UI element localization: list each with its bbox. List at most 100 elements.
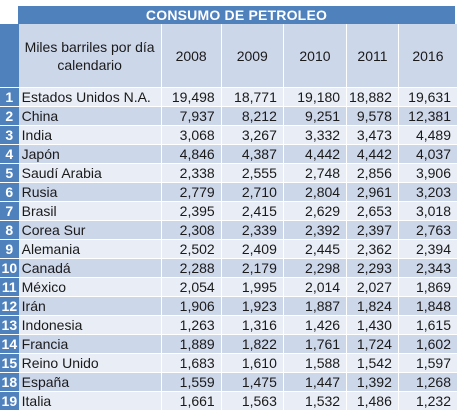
row-rank: 12 (0, 296, 19, 316)
header-index-cell (0, 24, 19, 88)
value-2016: 2,343 (398, 258, 459, 278)
value-2016: 1,268 (398, 372, 459, 392)
table-row: 13 Indonesia 1,263 1,316 1,426 1,430 1,615 (0, 315, 459, 335)
value-2010: 1,426 (283, 315, 348, 335)
country-name: México (18, 277, 162, 297)
value-2008: 19,498 (161, 87, 222, 107)
value-2011: 1,724 (346, 334, 399, 354)
value-2010: 2,298 (283, 258, 348, 278)
value-2008: 2,502 (161, 239, 222, 259)
value-2009: 2,555 (221, 163, 284, 183)
row-rank: 19 (0, 391, 19, 411)
value-2008: 1,889 (161, 334, 222, 354)
value-2010: 2,804 (283, 182, 348, 202)
table-row: 11 México 2,054 1,995 2,014 2,027 1,869 (0, 277, 459, 297)
header-year-2011: 2011 (346, 24, 399, 88)
value-2011: 1,542 (346, 353, 399, 373)
value-2011: 2,362 (346, 239, 399, 259)
value-2010: 3,332 (283, 125, 348, 145)
value-2011: 2,653 (346, 201, 399, 221)
value-2009: 8,212 (221, 106, 284, 126)
row-rank: 6 (0, 182, 19, 202)
value-2016: 4,489 (398, 125, 459, 145)
value-2010: 2,629 (283, 201, 348, 221)
value-2016: 1,869 (398, 277, 459, 297)
row-rank: 2 (0, 106, 19, 126)
value-2009: 1,475 (221, 372, 284, 392)
value-2008: 1,661 (161, 391, 222, 411)
value-2016: 12,381 (398, 106, 459, 126)
row-rank: 7 (0, 201, 19, 221)
value-2008: 7,937 (161, 106, 222, 126)
row-rank: 5 (0, 163, 19, 183)
header-label: Miles barriles por día calendario (18, 24, 162, 88)
value-2016: 1,232 (398, 391, 459, 411)
country-name: Brasil (18, 201, 162, 221)
country-name: Corea Sur (18, 220, 162, 240)
value-2016: 3,906 (398, 163, 459, 183)
table-row: 14 Francia 1,889 1,822 1,761 1,724 1,602 (0, 334, 459, 354)
row-rank: 10 (0, 258, 19, 278)
value-2009: 1,316 (221, 315, 284, 335)
value-2011: 1,824 (346, 296, 399, 316)
country-name: Indonesia (18, 315, 162, 335)
header-row: Miles barriles por día calendario 2008 2… (0, 24, 459, 88)
value-2010: 1,887 (283, 296, 348, 316)
value-2010: 2,445 (283, 239, 348, 259)
table-row: 6 Rusia 2,779 2,710 2,804 2,961 3,203 (0, 182, 459, 202)
table-row: 15 Reino Unido 1,683 1,610 1,588 1,542 1,597 (0, 353, 459, 373)
value-2009: 1,563 (221, 391, 284, 411)
value-2009: 1,822 (221, 334, 284, 354)
country-name: Francia (18, 334, 162, 354)
value-2016: 19,631 (398, 87, 459, 107)
value-2011: 9,578 (346, 106, 399, 126)
row-rank: 18 (0, 372, 19, 392)
value-2010: 1,532 (283, 391, 348, 411)
header-year-2009: 2009 (221, 24, 284, 88)
value-2010: 1,588 (283, 353, 348, 373)
country-name: Italia (18, 391, 162, 411)
table-row: 19 Italia 1,661 1,563 1,532 1,486 1,232 (0, 391, 459, 411)
value-2009: 2,710 (221, 182, 284, 202)
value-2016: 1,597 (398, 353, 459, 373)
header-year-2008: 2008 (161, 24, 222, 88)
country-name: Reino Unido (18, 353, 162, 373)
value-2011: 18,882 (346, 87, 399, 107)
value-2010: 2,748 (283, 163, 348, 183)
value-2016: 1,615 (398, 315, 459, 335)
row-rank: 11 (0, 277, 19, 297)
value-2010: 9,251 (283, 106, 348, 126)
value-2011: 2,027 (346, 277, 399, 297)
value-2008: 1,559 (161, 372, 222, 392)
value-2011: 2,293 (346, 258, 399, 278)
table-row: 1 Estados Unidos N.A. 19,498 18,771 19,180 18… (0, 87, 459, 107)
table-row: 18 España 1,559 1,475 1,447 1,392 1,268 (0, 372, 459, 392)
value-2011: 2,856 (346, 163, 399, 183)
value-2009: 4,387 (221, 144, 284, 164)
country-name: España (18, 372, 162, 392)
value-2011: 3,473 (346, 125, 399, 145)
value-2009: 2,409 (221, 239, 284, 259)
value-2016: 3,018 (398, 201, 459, 221)
consumption-table: Miles barriles por día calendario 2008 2… (0, 24, 459, 411)
table-title: CONSUMO DE PETROLEO (18, 6, 455, 24)
value-2016: 1,602 (398, 334, 459, 354)
value-2016: 2,394 (398, 239, 459, 259)
country-name: Alemania (18, 239, 162, 259)
table-row: 8 Corea Sur 2,308 2,339 2,392 2,397 2,763 (0, 220, 459, 240)
value-2016: 2,763 (398, 220, 459, 240)
value-2009: 2,415 (221, 201, 284, 221)
value-2016: 3,203 (398, 182, 459, 202)
value-2010: 19,180 (283, 87, 348, 107)
value-2008: 4,846 (161, 144, 222, 164)
value-2008: 2,338 (161, 163, 222, 183)
country-name: Canadá (18, 258, 162, 278)
header-year-2010: 2010 (283, 24, 348, 88)
value-2010: 2,392 (283, 220, 348, 240)
table-row: 9 Alemania 2,502 2,409 2,445 2,362 2,394 (0, 239, 459, 259)
table-row: 4 Japón 4,846 4,387 4,442 4,442 4,037 (0, 144, 459, 164)
value-2008: 2,288 (161, 258, 222, 278)
header-year-2016: 2016 (398, 24, 459, 88)
value-2009: 18,771 (221, 87, 284, 107)
